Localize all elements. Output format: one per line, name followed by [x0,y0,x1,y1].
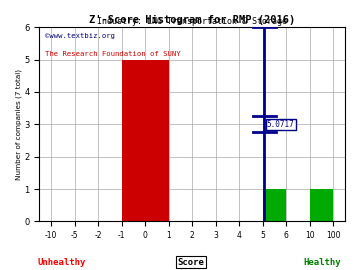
Text: Score: Score [177,258,204,266]
Bar [122,60,169,221]
Text: The Research Foundation of SUNY: The Research Foundation of SUNY [45,50,181,56]
Text: Unhealthy: Unhealthy [37,258,85,266]
Title: Z'-Score Histogram for RMP (2016): Z'-Score Histogram for RMP (2016) [89,15,295,25]
Text: Industry: LNG Transportation & Storage: Industry: LNG Transportation & Storage [97,17,287,26]
Y-axis label: Number of companies (7 total): Number of companies (7 total) [15,69,22,180]
Text: Healthy: Healthy [303,258,341,266]
Text: ©www.textbiz.org: ©www.textbiz.org [45,33,116,39]
Bar [310,189,333,221]
Bar [263,189,286,221]
Text: 5.0717: 5.0717 [267,120,294,129]
